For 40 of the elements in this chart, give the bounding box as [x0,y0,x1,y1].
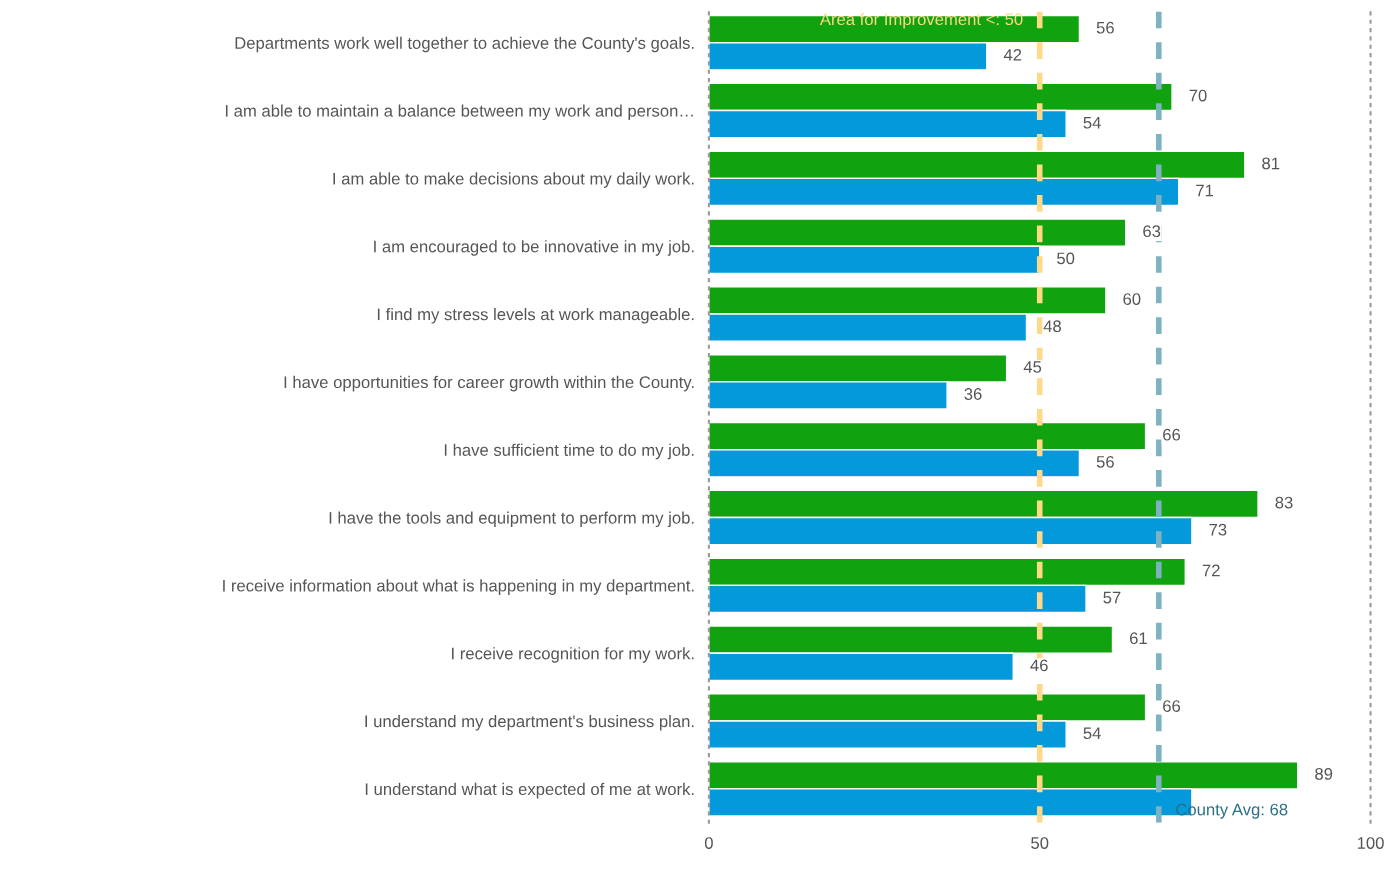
data-label: 36 [964,388,982,400]
y-tick-label: I am encouraged to be innovative in my job. [374,240,694,256]
data-label: 54 [1083,727,1101,740]
y-tick-label: Departments work well together to achieve the County's goals. [235,36,694,53]
data-label: 66 [1163,700,1181,712]
y-tick-label: I have opportunities for career growth within the County. [284,375,694,392]
data-label: 73 [1209,523,1227,536]
ref-line-label: County Avg: 68 [1176,803,1288,819]
data-label: 57 [1103,591,1121,604]
ref-line-label: Area for Improvement <: 50 [819,12,1023,29]
y-tick-label: I receive information about what is happening in my department. [223,579,694,595]
y-tick-label: I have the tools and equipment to perform my job. [329,511,694,528]
data-label: 48 [1043,320,1061,333]
y-tick-label: I understand my department's business plan. [365,715,694,731]
data-label: 66 [1163,428,1181,441]
data-label: 42 [1003,48,1022,61]
data-label: 81 [1262,157,1280,170]
data-label: 89 [1315,767,1333,780]
data-label: 54 [1083,116,1101,129]
data-label: 63 [1143,225,1161,238]
y-tick-label: I receive recognition for my work. [452,647,694,663]
y-tick-label: I am able to maintain a balance between my work and person… [225,104,693,121]
data-label: 70 [1189,89,1207,102]
data-label: 56 [1096,21,1114,34]
x-tick-label: 100 [1357,837,1384,849]
data-label: 46 [1030,659,1048,672]
y-tick-label: I have sufficient time to do my job. [444,443,694,460]
data-label: 83 [1275,496,1293,509]
data-label: 50 [1057,252,1075,265]
data-label: 72 [1202,564,1220,577]
y-tick-label: I am able to make decisions about my daily work. [333,172,694,188]
x-tick-label: 50 [1031,837,1049,849]
data-label: 60 [1123,293,1141,305]
data-label: 56 [1096,455,1114,468]
y-tick-label: I find my stress levels at work manageable. [377,308,694,324]
data-label: 71 [1196,184,1214,197]
x-tick-label: 0 [704,837,713,849]
data-label: 45 [1023,361,1042,373]
data-label: 61 [1130,632,1147,645]
y-tick-label: I understand what is expected of me at work. [365,782,694,799]
